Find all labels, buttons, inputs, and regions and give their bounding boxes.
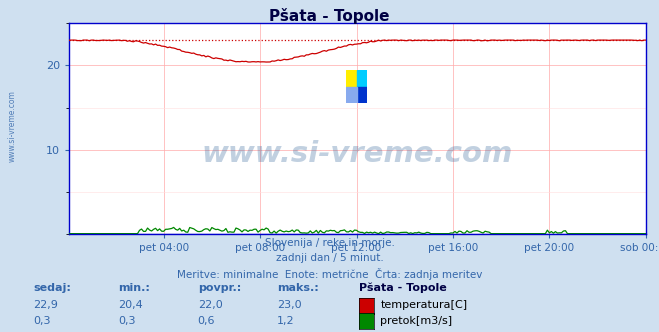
Bar: [346, 87, 357, 103]
Text: 23,0: 23,0: [277, 300, 301, 310]
Text: pretok[m3/s]: pretok[m3/s]: [380, 316, 452, 326]
Text: temperatura[C]: temperatura[C]: [380, 300, 467, 310]
Text: 0,3: 0,3: [33, 316, 51, 326]
Text: Pšata - Topole: Pšata - Topole: [270, 8, 389, 24]
Text: sedaj:: sedaj:: [33, 283, 71, 293]
Bar: [346, 70, 357, 87]
Text: 0,3: 0,3: [119, 316, 136, 326]
Bar: [357, 87, 367, 103]
Text: 20,4: 20,4: [119, 300, 144, 310]
Text: Meritve: minimalne  Enote: metrične  Črta: zadnja meritev: Meritve: minimalne Enote: metrične Črta:…: [177, 268, 482, 280]
Text: zadnji dan / 5 minut.: zadnji dan / 5 minut.: [275, 253, 384, 263]
Text: povpr.:: povpr.:: [198, 283, 241, 293]
Bar: [357, 70, 367, 87]
Text: Pšata - Topole: Pšata - Topole: [359, 283, 447, 293]
Text: www.si-vreme.com: www.si-vreme.com: [7, 90, 16, 162]
Text: 22,0: 22,0: [198, 300, 223, 310]
Text: 1,2: 1,2: [277, 316, 295, 326]
Text: 0,6: 0,6: [198, 316, 215, 326]
Text: maks.:: maks.:: [277, 283, 318, 293]
Text: min.:: min.:: [119, 283, 150, 293]
Text: Slovenija / reke in morje.: Slovenija / reke in morje.: [264, 238, 395, 248]
Text: 22,9: 22,9: [33, 300, 58, 310]
Text: www.si-vreme.com: www.si-vreme.com: [202, 140, 513, 168]
